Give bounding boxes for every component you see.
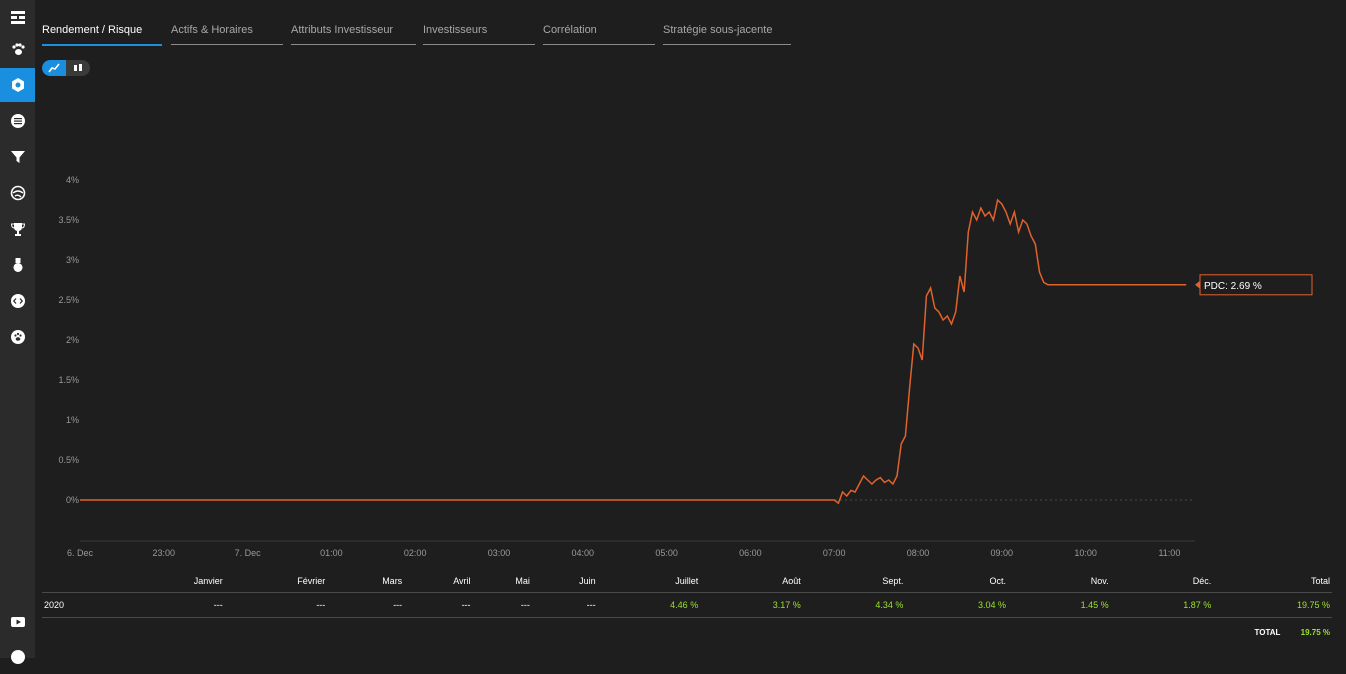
monthly-returns-table: Janvier Février Mars Avril Mai Juin Juillet Aoû… xyxy=(42,570,1332,618)
column-header: Total xyxy=(1213,570,1332,593)
column-header: Sept. xyxy=(802,570,906,593)
column-header: Août xyxy=(700,570,803,593)
y-tick-label: 3.5% xyxy=(58,215,79,225)
tab-strategie-sous-jacente[interactable]: Stratégie sous-jacente xyxy=(663,22,791,45)
column-header: Déc. xyxy=(1110,570,1214,593)
tab-attributs-investisseur[interactable]: Attributs Investisseur xyxy=(291,22,416,45)
y-tick-label: 3% xyxy=(66,255,79,265)
paw-icon[interactable] xyxy=(0,32,35,66)
dashboard-icon[interactable] xyxy=(0,0,35,34)
column-header: Mars xyxy=(327,570,405,593)
x-tick-label: 23:00 xyxy=(153,548,176,558)
month-return-cell: --- xyxy=(472,592,532,618)
tooltip-text: PDC: 2.69 % xyxy=(1204,281,1262,292)
x-tick-label: 6. Dec xyxy=(67,548,94,558)
badge-icon[interactable] xyxy=(0,68,35,102)
paw-circle-icon[interactable] xyxy=(0,320,35,354)
month-return-cell: 1.87 % xyxy=(1110,592,1214,618)
trophy-icon[interactable] xyxy=(0,212,35,246)
tab-actifs-horaires[interactable]: Actifs & Horaires xyxy=(171,22,283,45)
x-tick-label: 05:00 xyxy=(655,548,678,558)
x-tick-label: 04:00 xyxy=(572,548,595,558)
month-return-cell: 3.17 % xyxy=(700,592,803,618)
month-return-cell: --- xyxy=(327,592,405,618)
month-return-cell: --- xyxy=(118,592,225,618)
tab-correlation[interactable]: Corrélation xyxy=(543,22,655,45)
column-header: Nov. xyxy=(1008,570,1111,593)
x-tick-label: 11:00 xyxy=(1158,548,1180,558)
x-tick-label: 06:00 xyxy=(739,548,762,558)
sidebar xyxy=(0,0,35,664)
year-cell: 2020 xyxy=(42,592,119,618)
table-header-row: Janvier Février Mars Avril Mai Juin Juillet Aoû… xyxy=(42,570,1332,593)
globe-icon[interactable] xyxy=(0,176,35,210)
y-tick-label: 1% xyxy=(66,415,79,425)
help-icon[interactable] xyxy=(0,640,35,674)
column-header: Janvier xyxy=(118,570,225,593)
column-header: Oct. xyxy=(905,570,1009,593)
column-header: Avril xyxy=(404,570,473,593)
tab-rendement-risque[interactable]: Rendement / Risque xyxy=(42,22,162,46)
performance-line-chart: 4% 3.5% 3% 2.5% 2% 1.5% 1% 0.5% 0% 6. Dec 23:00 7. … xyxy=(58,175,1313,558)
tooltip-pointer xyxy=(1195,280,1200,289)
column-header: Février xyxy=(224,570,328,593)
x-tick-label: 10:00 xyxy=(1074,548,1097,558)
list-icon[interactable] xyxy=(0,104,35,138)
month-return-cell: 3.04 % xyxy=(905,592,1009,618)
series-line xyxy=(80,198,1187,505)
y-tick-label: 0% xyxy=(66,495,79,505)
x-tick-label: 03:00 xyxy=(488,548,511,558)
y-tick-label: 1.5% xyxy=(58,375,79,385)
x-tick-label: 02:00 xyxy=(404,548,427,558)
table-row: 2020 --- --- --- --- --- --- 4.46 % 3.17 % 4.34 %… xyxy=(42,592,1332,618)
month-return-cell: 4.46 % xyxy=(597,592,701,618)
total-value: 19.75 % xyxy=(1300,628,1330,637)
month-return-cell: 19.75 % xyxy=(1213,592,1332,618)
line-chart-icon[interactable] xyxy=(42,60,66,76)
column-header: Juillet xyxy=(597,570,701,593)
tab-investisseurs[interactable]: Investisseurs xyxy=(423,22,535,45)
y-tick-label: 4% xyxy=(66,175,79,185)
x-tick-label: 08:00 xyxy=(907,548,930,558)
total-label: TOTAL xyxy=(1254,628,1281,637)
main-panel: Rendement / Risque Actifs & Horaires Att… xyxy=(35,0,1346,658)
column-header: Juin xyxy=(531,570,598,593)
x-tick-label: 7. Dec xyxy=(235,548,262,558)
chart-type-toggle[interactable] xyxy=(42,60,90,76)
code-icon[interactable] xyxy=(0,284,35,318)
y-tick-label: 2.5% xyxy=(58,295,79,305)
x-tick-label: 01:00 xyxy=(320,548,343,558)
column-header xyxy=(42,570,119,593)
x-tick-label: 07:00 xyxy=(823,548,846,558)
y-tick-label: 2% xyxy=(66,335,79,345)
month-return-cell: 4.34 % xyxy=(802,592,906,618)
column-header: Mai xyxy=(472,570,532,593)
month-return-cell: --- xyxy=(404,592,473,618)
candlestick-icon[interactable] xyxy=(66,60,90,76)
x-tick-label: 09:00 xyxy=(991,548,1014,558)
y-tick-label: 0.5% xyxy=(58,455,79,465)
total-summary: TOTAL 19.75 % xyxy=(1254,628,1330,637)
youtube-icon[interactable] xyxy=(0,605,35,639)
month-return-cell: --- xyxy=(531,592,598,618)
medal-icon[interactable] xyxy=(0,248,35,282)
filter-icon[interactable] xyxy=(0,140,35,174)
month-return-cell: 1.45 % xyxy=(1008,592,1111,618)
month-return-cell: --- xyxy=(224,592,328,618)
